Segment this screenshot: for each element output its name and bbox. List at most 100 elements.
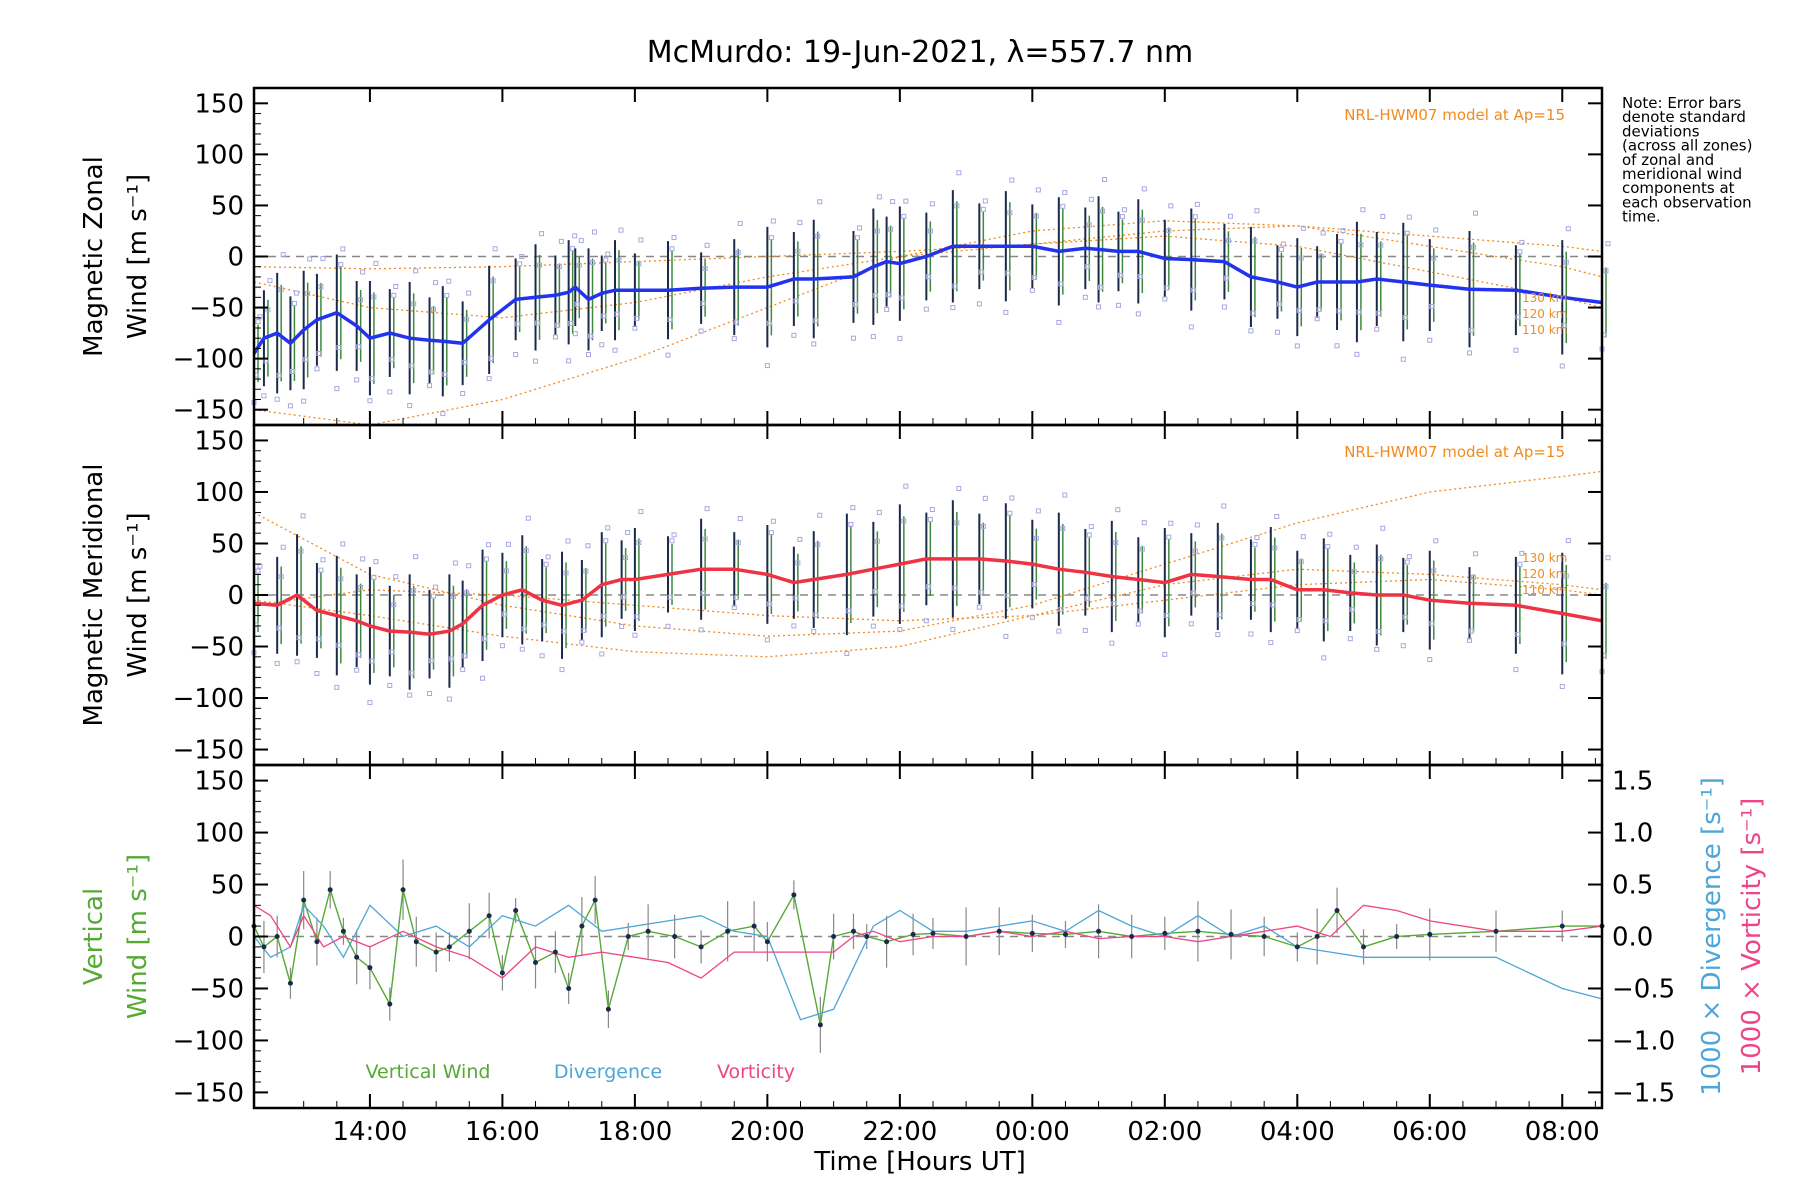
- zone-point: [442, 371, 448, 377]
- zone-point: [570, 246, 576, 252]
- zone-point: [452, 560, 458, 566]
- y-axis-title: Vertical: [79, 888, 109, 985]
- x-tick-label: 08:00: [1525, 1117, 1600, 1147]
- zone-point: [559, 667, 565, 673]
- zone-point: [387, 389, 393, 395]
- right-tick-label: −1.5: [1612, 1078, 1675, 1108]
- x-tick-label: 04:00: [1260, 1117, 1335, 1147]
- zone-point: [1215, 632, 1221, 638]
- y-tick-label: 50: [211, 191, 244, 221]
- zone-point: [486, 542, 492, 548]
- zone-point: [1300, 225, 1306, 231]
- zone-point: [484, 556, 490, 562]
- zone-point: [356, 652, 362, 658]
- model-curve-km: [253, 220, 1603, 426]
- zone-point: [599, 651, 605, 657]
- zone-point: [1278, 246, 1284, 252]
- zone-point: [888, 226, 894, 232]
- zone-point: [954, 203, 960, 209]
- zone-point: [1088, 524, 1094, 530]
- vertical-wind-point: [287, 980, 293, 986]
- zone-point: [876, 194, 882, 200]
- zone-point: [1517, 249, 1523, 255]
- zone-point: [338, 262, 344, 268]
- zone-point: [1121, 207, 1127, 213]
- zone-point: [601, 613, 607, 619]
- zone-point: [407, 692, 413, 698]
- zone-point: [1433, 538, 1439, 544]
- zone-point: [793, 595, 799, 601]
- zone-point: [1280, 241, 1286, 247]
- zone-point: [1517, 561, 1523, 567]
- zone-point: [1031, 581, 1037, 587]
- zone-point: [1338, 238, 1344, 244]
- zone-point: [371, 294, 377, 300]
- vertical-wind-point: [930, 930, 936, 936]
- zone-point: [427, 690, 433, 696]
- zone-point: [1376, 310, 1382, 316]
- divergence-axis-title: 1000 × Divergence [s⁻¹]: [1697, 777, 1727, 1096]
- zone-point: [1469, 628, 1475, 634]
- zone-point: [903, 198, 909, 204]
- vorticity-axis-title: 1000 × Vorticity [s⁻¹]: [1737, 798, 1767, 1076]
- zone-point: [431, 593, 437, 599]
- zone-point: [1376, 628, 1382, 634]
- zone-point: [1221, 503, 1227, 509]
- zone-point: [1062, 492, 1068, 498]
- zone-point: [1300, 534, 1306, 540]
- zone-point: [1563, 259, 1569, 265]
- zone-point: [632, 632, 638, 638]
- zone-point: [793, 298, 799, 304]
- y-tick-label: 150: [194, 89, 244, 119]
- zone-point: [301, 398, 307, 404]
- zone-point: [1056, 319, 1062, 325]
- zone-point: [1252, 238, 1258, 244]
- zone-point: [446, 278, 452, 284]
- zone-point: [737, 220, 743, 226]
- zone-point: [320, 256, 326, 262]
- zone-point: [1058, 281, 1064, 287]
- y-tick-label: 50: [211, 871, 244, 901]
- zone-point: [1374, 326, 1380, 332]
- zone-point: [1402, 614, 1408, 620]
- zone-point: [844, 651, 850, 657]
- zone-point: [605, 525, 611, 531]
- zone-point: [811, 341, 817, 347]
- vertical-wind-point: [1096, 928, 1102, 934]
- zone-point: [1561, 641, 1567, 647]
- legend-entry: Vertical Wind: [366, 1061, 491, 1083]
- zone-point: [1473, 551, 1479, 557]
- zone-point: [1314, 316, 1320, 322]
- zone-point: [1429, 621, 1435, 627]
- zone-point: [766, 320, 772, 326]
- y-axis-title: Wind [m s⁻¹]: [123, 174, 153, 339]
- y-tick-label: 100: [194, 478, 244, 508]
- zone-point: [409, 670, 415, 676]
- zone-point: [287, 403, 293, 409]
- zone-point: [737, 516, 743, 522]
- zone-point: [901, 213, 907, 219]
- zone-point: [1605, 555, 1611, 561]
- right-tick-label: 1.0: [1612, 819, 1653, 849]
- zone-point: [764, 363, 770, 369]
- vertical-wind-point: [301, 897, 307, 903]
- zone-point: [927, 516, 933, 522]
- zone-point: [523, 548, 529, 554]
- zone-point: [733, 319, 739, 325]
- zone-point: [464, 316, 470, 322]
- zone-point: [566, 358, 572, 364]
- vertical-wind-point: [1195, 928, 1201, 934]
- zone-point: [429, 369, 435, 375]
- zone-point: [700, 590, 706, 596]
- vertical-wind-point: [698, 944, 704, 950]
- zone-point: [1194, 522, 1200, 528]
- zone-point: [1223, 275, 1229, 281]
- zone-point: [899, 295, 905, 301]
- zone-point: [671, 235, 677, 241]
- vertical-wind-point: [499, 970, 505, 976]
- zone-point: [280, 252, 286, 258]
- vertical-wind-point: [850, 928, 856, 934]
- x-tick-label: 22:00: [862, 1117, 937, 1147]
